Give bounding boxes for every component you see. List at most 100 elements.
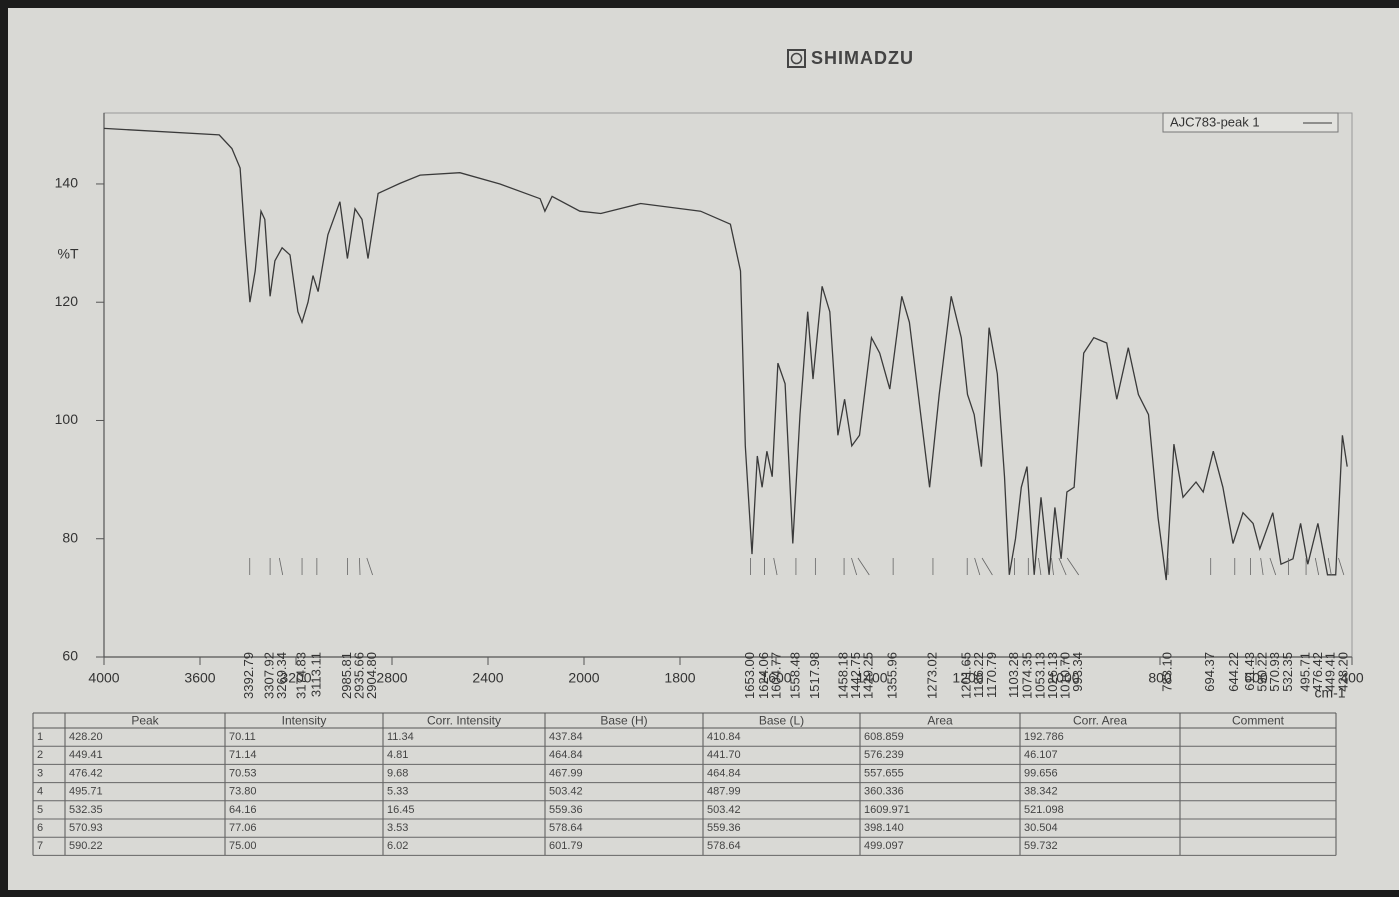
table-cell: 449.41 xyxy=(69,749,103,761)
table-cell: 6 xyxy=(37,822,43,834)
peak-label: 644.22 xyxy=(1226,652,1241,692)
x-tick-label: 2000 xyxy=(568,670,599,686)
table-cell: 71.14 xyxy=(229,749,257,761)
peak-label: 2904.80 xyxy=(364,652,379,699)
table-cell: 576.239 xyxy=(864,749,904,761)
legend-label: AJC783-peak 1 xyxy=(1170,114,1260,129)
peak-label: 1653.00 xyxy=(742,652,757,699)
table-cell: 503.42 xyxy=(707,804,741,816)
table-cell: 4.81 xyxy=(387,749,408,761)
table-cell: 428.20 xyxy=(69,731,103,743)
x-tick-label: 3600 xyxy=(184,670,215,686)
table-cell: 559.36 xyxy=(549,804,583,816)
table-cell: 75.00 xyxy=(229,840,257,852)
table-cell: 1609.971 xyxy=(864,804,910,816)
peak-connector xyxy=(1327,557,1332,576)
peak-connector xyxy=(278,557,284,576)
peak-label: 1517.98 xyxy=(807,652,822,699)
peak-label: 783.10 xyxy=(1160,652,1175,692)
x-tick-label: 4000 xyxy=(88,670,119,686)
table-cell: 557.655 xyxy=(864,767,904,779)
y-tick-label: 140 xyxy=(55,175,79,191)
peak-connector xyxy=(1058,557,1067,576)
peak-label: 3174.83 xyxy=(293,652,308,699)
table-cell: 192.786 xyxy=(1024,731,1064,743)
table-cell: 77.06 xyxy=(229,822,257,834)
table-header: Corr. Area xyxy=(1073,714,1127,728)
peak-connector xyxy=(1051,557,1054,576)
peak-label: 2935.66 xyxy=(351,652,366,699)
table-cell: 1 xyxy=(37,731,43,743)
table-header: Base (L) xyxy=(759,714,804,728)
table-header: Comment xyxy=(1232,714,1285,728)
peak-connector xyxy=(1260,557,1264,576)
peak-connector xyxy=(359,557,361,576)
spectrum-line xyxy=(103,127,1348,581)
table-cell: 99.656 xyxy=(1024,767,1058,779)
table-cell: 464.84 xyxy=(549,749,583,761)
table-cell: 570.93 xyxy=(69,822,103,834)
y-tick-label: 100 xyxy=(55,411,79,427)
table-header: Corr. Intensity xyxy=(427,714,501,728)
peak-connector xyxy=(1338,557,1345,576)
peak-label: 476.42 xyxy=(1310,652,1325,692)
table-cell: 559.36 xyxy=(707,822,741,834)
table-cell: 5.33 xyxy=(387,786,408,798)
table-cell: 437.84 xyxy=(549,731,583,743)
table-cell: 578.64 xyxy=(549,822,583,834)
table-cell: 590.22 xyxy=(69,840,103,852)
peak-label: 1558.48 xyxy=(787,652,802,699)
peak-label: 1010.70 xyxy=(1058,652,1073,699)
table-header: Base (H) xyxy=(600,714,647,728)
x-tick-label: 1200 xyxy=(952,670,983,686)
table-cell: 487.99 xyxy=(707,786,741,798)
peak-label: 590.22 xyxy=(1255,652,1270,692)
table-cell: 578.64 xyxy=(707,840,741,852)
table-cell: 495.71 xyxy=(69,786,103,798)
table-cell: 503.42 xyxy=(549,786,583,798)
peak-label: 1604.77 xyxy=(768,652,783,699)
table-cell: 521.098 xyxy=(1024,804,1064,816)
table-header: Intensity xyxy=(282,714,327,728)
peak-connector xyxy=(1066,557,1080,576)
peak-label: 1624.06 xyxy=(756,652,771,699)
peak-label: 1186.22 xyxy=(971,652,986,698)
peak-connector xyxy=(1038,557,1042,576)
y-axis-label: %T xyxy=(58,246,79,262)
table-cell: 7 xyxy=(37,840,43,852)
table-header: Area xyxy=(927,714,953,728)
table-cell: 464.84 xyxy=(707,767,741,779)
peak-label: 495.71 xyxy=(1297,652,1312,692)
peak-label: 1442.75 xyxy=(848,652,863,699)
table-cell: 4 xyxy=(37,786,43,798)
peak-label: 993.34 xyxy=(1070,652,1085,692)
peak-label: 1429.25 xyxy=(861,652,876,699)
peak-label: 3307.92 xyxy=(262,652,277,699)
peak-label: 3392.79 xyxy=(241,652,256,699)
table-cell: 608.859 xyxy=(864,731,904,743)
table-cell: 9.68 xyxy=(387,767,408,779)
table-cell: 441.70 xyxy=(707,749,741,761)
peak-label: 1053.13 xyxy=(1032,652,1047,699)
peak-label: 1458.18 xyxy=(836,652,851,699)
x-axis-unit: cm-1 xyxy=(1314,685,1345,701)
peak-label: 1103.28 xyxy=(1006,652,1021,698)
table-cell: 6.02 xyxy=(387,840,408,852)
peak-label: 1355.96 xyxy=(885,652,900,699)
peak-label: 1074.35 xyxy=(1020,652,1035,699)
peak-label: 1201.65 xyxy=(959,652,974,699)
x-tick-label: 800 xyxy=(1148,670,1172,686)
table-cell: 476.42 xyxy=(69,767,103,779)
table-cell: 11.34 xyxy=(387,731,414,743)
y-tick-label: 120 xyxy=(55,293,79,309)
table-cell: 499.097 xyxy=(864,840,904,852)
peak-connector xyxy=(974,557,981,576)
peak-label: 532.35 xyxy=(1280,652,1295,692)
table-cell: 532.35 xyxy=(69,804,103,816)
x-tick-label: 1000 xyxy=(1048,670,1079,686)
x-tick-label: 1400 xyxy=(856,670,887,686)
peak-label: 449.41 xyxy=(1323,652,1338,692)
table-cell: 601.79 xyxy=(549,840,583,852)
table-cell: 30.504 xyxy=(1024,822,1058,834)
